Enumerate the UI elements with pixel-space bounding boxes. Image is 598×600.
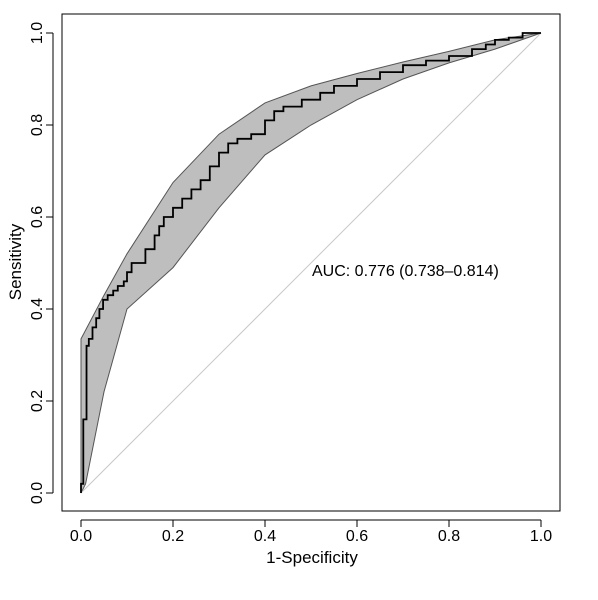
plot-area: [80, 32, 542, 494]
plot-frame: [61, 13, 561, 512]
y-tick-label: 0.6: [29, 206, 46, 228]
y-tick-label: 0.8: [29, 114, 46, 136]
y-tick-label: 0.2: [29, 390, 46, 412]
axes: 0.0 0.2 0.4 0.6 0.8 1.0 0.0 0.2 0.4 0.6 0.8 1.0: [29, 13, 561, 545]
x-tick-label: 0.8: [438, 528, 460, 545]
x-tick-label: 1.0: [530, 528, 552, 545]
reference-diagonal: [80, 32, 542, 494]
x-tick-label: 0.0: [70, 528, 92, 545]
auc-annotation: AUC: 0.776 (0.738–0.814): [312, 263, 499, 280]
y-tick-label: 0.0: [29, 482, 46, 504]
roc-curve: [80, 32, 541, 493]
x-axis-title: 1-Specificity: [266, 548, 358, 567]
x-tick-label: 0.2: [162, 528, 184, 545]
x-tick-label: 0.6: [346, 528, 368, 545]
y-axis-title: Sensitivity: [6, 223, 25, 300]
y-tick-label: 1.0: [29, 22, 46, 44]
confidence-band: [80, 32, 542, 494]
y-tick-label: 0.4: [29, 298, 46, 320]
x-tick-label: 0.4: [254, 528, 276, 545]
